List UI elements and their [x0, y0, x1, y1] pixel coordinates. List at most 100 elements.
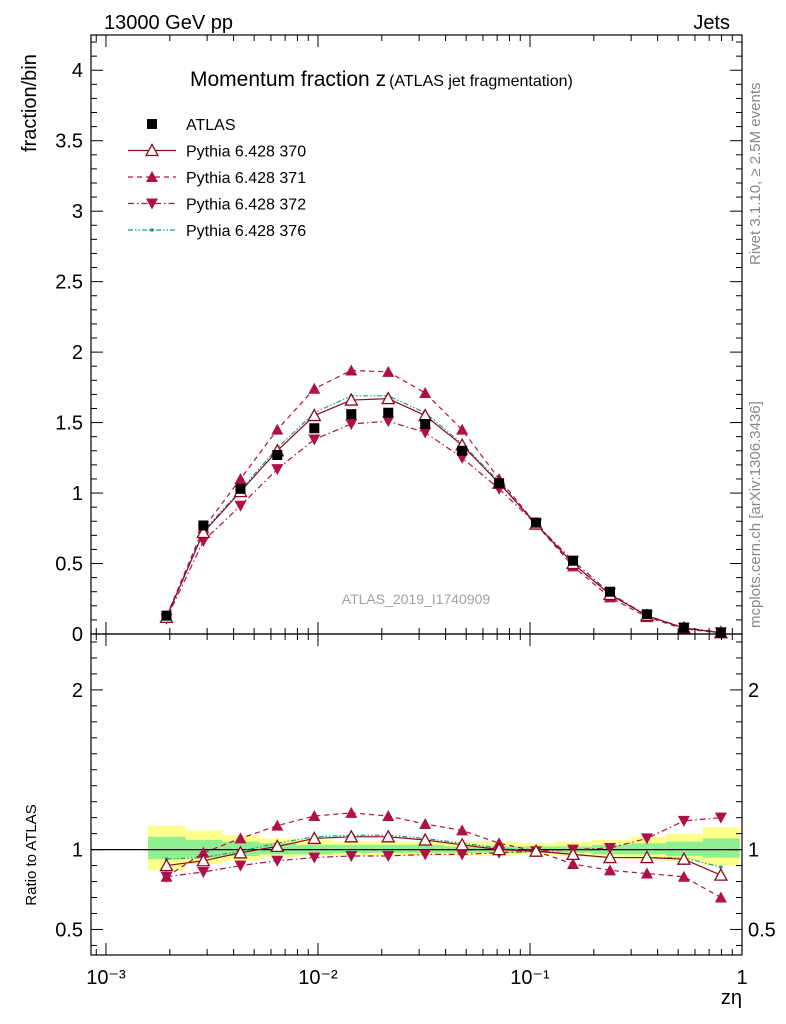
ratio-point: [197, 866, 210, 878]
ratio-point: [714, 812, 727, 824]
ratio-y-tick-label-right: 2: [748, 680, 759, 702]
legend-label: Pythia 6.428 372: [186, 197, 306, 214]
data-point: [383, 407, 394, 418]
ratio-point: [233, 845, 248, 859]
legend-marker: [150, 228, 154, 232]
ratio-point: [492, 842, 507, 856]
x-tick-label: 10⁻³: [86, 967, 126, 989]
ratio-point: [602, 850, 618, 864]
data-point: [309, 423, 320, 434]
main-y-tick-label: 1.5: [55, 413, 83, 435]
legend-entry: Pythia 6.428 372: [128, 197, 306, 214]
ratio-point: [196, 853, 211, 867]
data-point: [307, 408, 322, 422]
data-point: [382, 416, 395, 428]
ratio-y-tick-label: 1: [72, 840, 83, 862]
ratio-point: [640, 867, 653, 879]
data-point: [308, 434, 321, 446]
ratio-point: [713, 867, 728, 881]
ratio-point: [160, 871, 173, 883]
ratio-point: [307, 831, 322, 845]
data-point: [345, 364, 358, 376]
analysis-watermark: ATLAS_2019_I1740909: [342, 591, 491, 607]
data-point: [235, 483, 246, 494]
legend-entry: Pythia 6.428 371: [128, 170, 306, 187]
green-band-0: [148, 836, 186, 860]
ratio-y-tick-label: 2: [72, 680, 83, 702]
legend-label: ATLAS: [186, 117, 236, 134]
legend-label: Pythia 6.428 371: [186, 170, 306, 187]
legend-label: Pythia 6.428 376: [186, 223, 306, 240]
ratio-point: [565, 847, 581, 861]
data-point: [418, 408, 433, 422]
data-point: [382, 365, 395, 377]
main-y-tick-label: 2: [72, 342, 83, 364]
data-point: [344, 392, 359, 406]
data-point: [271, 423, 284, 435]
data-point: [419, 386, 432, 398]
ratio-y-tick-label-right: 0.5: [748, 919, 776, 941]
ratio-point: [456, 824, 469, 836]
legend: ATLAS Pythia 6.428 370 Pythia 6.428 371 Pyt…: [128, 117, 306, 240]
series-line: [165, 398, 721, 634]
ratio-point: [640, 833, 653, 845]
data-point: [420, 418, 431, 429]
legend-marker: [146, 198, 158, 210]
header-left: 13000 GeV pp: [104, 12, 233, 34]
legend-label: Pythia 6.428 370: [186, 144, 306, 161]
ratio-point: [676, 851, 691, 865]
ratio-point: [271, 819, 284, 831]
data-point: [715, 627, 726, 638]
ratio-plot-background: [91, 825, 742, 871]
ratio-point: [455, 837, 470, 851]
green-band-13: [628, 843, 666, 855]
ratio-point: [639, 850, 655, 864]
ratio-point: [677, 815, 690, 827]
ratio-point: [234, 832, 247, 844]
ratio-line: [166, 817, 721, 878]
legend-marker: [146, 171, 158, 182]
legend-entry: Pythia 6.428 370: [128, 143, 306, 161]
data-point: [568, 555, 579, 566]
ratio-line: [166, 812, 722, 899]
ratio-point: [419, 818, 432, 830]
title-sub: (ATLAS jet fragmentation): [389, 73, 573, 90]
main-y-tick-label: 3: [72, 201, 83, 223]
main-y-tick-label: 4: [72, 60, 83, 82]
main-plot-marks: [159, 364, 728, 639]
ratio-plot-frame: [90, 633, 743, 956]
main-y-tick-label: 2.5: [55, 272, 83, 294]
ratio-point: [270, 839, 285, 853]
ratio-point: [308, 810, 321, 822]
title-main: Momentum fraction z: [190, 68, 386, 91]
ratio-point: [714, 891, 727, 903]
ratio-point: [567, 857, 580, 869]
data-point: [272, 450, 283, 461]
ratio-point: [603, 864, 616, 876]
ratio-point: [382, 850, 395, 862]
main-y-tick-label: 1: [72, 483, 83, 505]
mcplots-reference-text: mcplots.cern.ch [arXiv:1306.3436]: [747, 401, 764, 628]
data-point: [531, 517, 542, 528]
ratio-point: [345, 850, 358, 862]
green-band-7: [407, 844, 444, 853]
series-atlas: [161, 407, 726, 638]
ratio-point: [381, 829, 396, 843]
main-y-tick-label: 3.5: [55, 131, 83, 153]
ratio-point: [677, 870, 690, 882]
header-right: Jets: [693, 12, 730, 34]
ratio-line: [166, 836, 722, 876]
green-band-15: [702, 838, 740, 858]
ratio-y-tick-label-right: 1: [748, 840, 759, 862]
data-point: [419, 427, 432, 439]
data-point: [198, 520, 209, 531]
green-band-5: [333, 844, 371, 853]
ratio-point: [159, 858, 174, 872]
data-point: [234, 500, 247, 512]
ratio-point: [234, 860, 247, 872]
data-point: [271, 464, 284, 476]
rivet-version-text: Rivet 3.1.10, ≥ 2.5M events: [747, 83, 764, 266]
x-tick-label: 10⁻¹: [510, 967, 550, 989]
axes: 0 0.5 1 1.5 2 2.5 3 3.5 4 0.5 0.5 1 1 2 2 10⁻³ 10⁻² 10⁻¹ 1: [55, 34, 776, 989]
